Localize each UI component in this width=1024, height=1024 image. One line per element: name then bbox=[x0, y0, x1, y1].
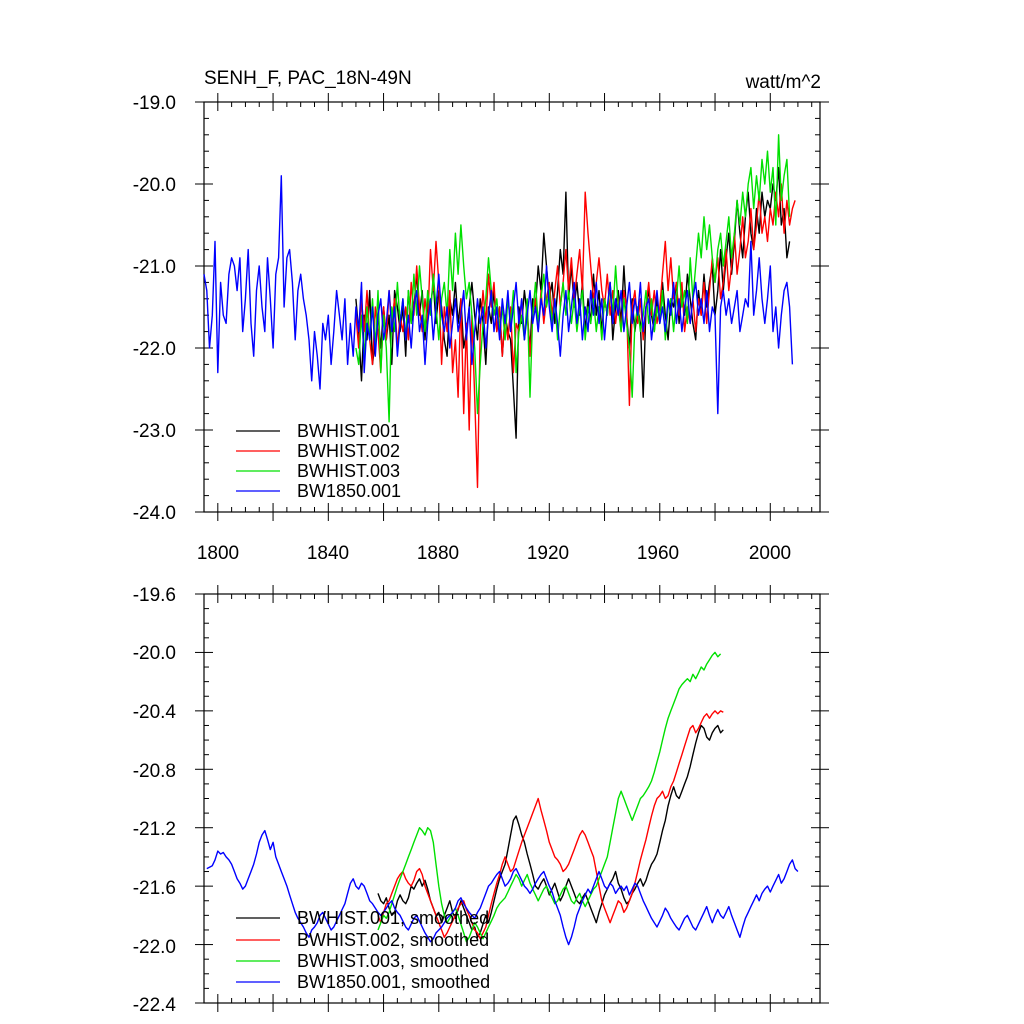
bottom-panel-legend: BWHIST.001, smoothed BWHIST.002, smoothe… bbox=[236, 908, 490, 992]
x-tick-label: 1800 bbox=[197, 543, 239, 564]
bottom-panel-y-tick-labels: -19.6 -20.0 -20.4 -20.8 -21.2 -21.6 -22.… bbox=[133, 585, 177, 1016]
legend-label: BWHIST.001 bbox=[297, 421, 400, 441]
x-tick-label: 1880 bbox=[417, 543, 459, 564]
legend-label: BWHIST.003 bbox=[297, 461, 400, 481]
x-tick-label: 1920 bbox=[527, 543, 569, 564]
y-tick-label: -19.6 bbox=[133, 585, 176, 606]
top-panel-units: watt/m^2 bbox=[745, 72, 821, 93]
top-panel-x-tick-labels: 1800 1840 1880 1920 1960 2000 bbox=[197, 543, 791, 564]
top-panel-legend: BWHIST.001 BWHIST.002 BWHIST.003 BW1850.… bbox=[236, 421, 401, 501]
series-line-bwhist-003 bbox=[355, 134, 791, 423]
bottom-panel-axes bbox=[195, 585, 829, 1012]
y-tick-label: -20.0 bbox=[133, 175, 176, 196]
bottom-panel: -19.6 -20.0 -20.4 -20.8 -21.2 -21.6 -22.… bbox=[133, 585, 829, 1016]
series-line-bwhist-002 bbox=[355, 183, 796, 489]
y-tick-label: -22.0 bbox=[133, 339, 176, 360]
y-tick-label: -20.8 bbox=[133, 761, 176, 782]
x-tick-label: 2000 bbox=[749, 543, 791, 564]
legend-label: BW1850.001, smoothed bbox=[297, 972, 490, 992]
series-line-bw1850-001 bbox=[203, 175, 794, 415]
y-tick-label: -23.0 bbox=[133, 421, 176, 442]
y-tick-label: -20.4 bbox=[133, 702, 177, 723]
y-tick-label: -24.0 bbox=[133, 503, 176, 524]
top-panel-y-tick-labels: -19.0 -20.0 -21.0 -22.0 -23.0 -24.0 bbox=[133, 93, 176, 524]
x-tick-label: 1960 bbox=[637, 543, 679, 564]
legend-label: BWHIST.002, smoothed bbox=[297, 930, 489, 950]
legend-label: BWHIST.002 bbox=[297, 441, 400, 461]
series-line-bwhist-003-smoothed bbox=[377, 651, 722, 943]
y-tick-label: -19.0 bbox=[133, 93, 176, 114]
top-panel-series bbox=[203, 134, 796, 489]
x-tick-label: 1840 bbox=[307, 543, 349, 564]
y-tick-label: -22.4 bbox=[133, 995, 177, 1016]
legend-label: BW1850.001 bbox=[297, 481, 401, 501]
top-panel-title: SENH_F, PAC_18N-49N bbox=[204, 68, 412, 89]
legend-label: BWHIST.003, smoothed bbox=[297, 951, 489, 971]
bottom-panel-series bbox=[206, 651, 799, 946]
y-tick-label: -21.2 bbox=[133, 819, 176, 840]
y-tick-label: -22.0 bbox=[133, 937, 176, 958]
series-line-bw1850-001-smoothed bbox=[206, 829, 799, 946]
series-line-bwhist-002-smoothed bbox=[377, 710, 724, 940]
y-tick-label: -21.6 bbox=[133, 878, 176, 899]
y-tick-label: -20.0 bbox=[133, 643, 176, 664]
legend-label: BWHIST.001, smoothed bbox=[297, 908, 489, 928]
top-panel: SENH_F, PAC_18N-49N watt/m^2 -19.0 -20.0… bbox=[133, 68, 829, 564]
top-plot-frame bbox=[203, 101, 821, 513]
y-tick-label: -21.0 bbox=[133, 257, 176, 278]
